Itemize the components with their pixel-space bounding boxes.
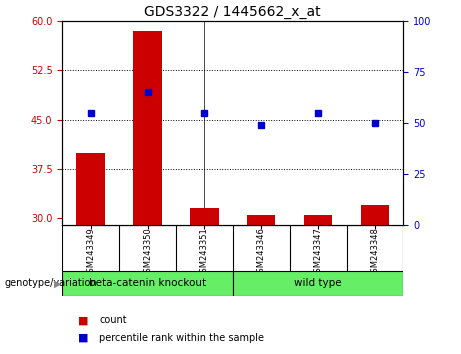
Bar bbox=[133, 31, 162, 225]
Text: GSM243347: GSM243347 bbox=[313, 227, 323, 278]
Text: GSM243348: GSM243348 bbox=[371, 227, 379, 278]
Text: percentile rank within the sample: percentile rank within the sample bbox=[99, 333, 264, 343]
Bar bbox=[247, 215, 276, 225]
Text: beta-catenin knockout: beta-catenin knockout bbox=[89, 278, 206, 288]
Text: GSM243350: GSM243350 bbox=[143, 227, 152, 278]
Bar bbox=[190, 209, 219, 225]
Text: GSM243351: GSM243351 bbox=[200, 227, 209, 278]
Text: count: count bbox=[99, 315, 127, 325]
Bar bbox=[361, 205, 389, 225]
Text: ■: ■ bbox=[78, 315, 89, 325]
Text: wild type: wild type bbox=[294, 278, 342, 288]
Text: genotype/variation: genotype/variation bbox=[5, 278, 97, 288]
Bar bbox=[77, 153, 105, 225]
Text: GSM243346: GSM243346 bbox=[257, 227, 266, 278]
Text: GSM243349: GSM243349 bbox=[86, 227, 95, 278]
Bar bbox=[62, 271, 233, 296]
Text: ■: ■ bbox=[78, 333, 89, 343]
Text: ▶: ▶ bbox=[54, 279, 62, 289]
Bar bbox=[304, 215, 332, 225]
Title: GDS3322 / 1445662_x_at: GDS3322 / 1445662_x_at bbox=[144, 5, 321, 19]
Bar bbox=[233, 271, 403, 296]
